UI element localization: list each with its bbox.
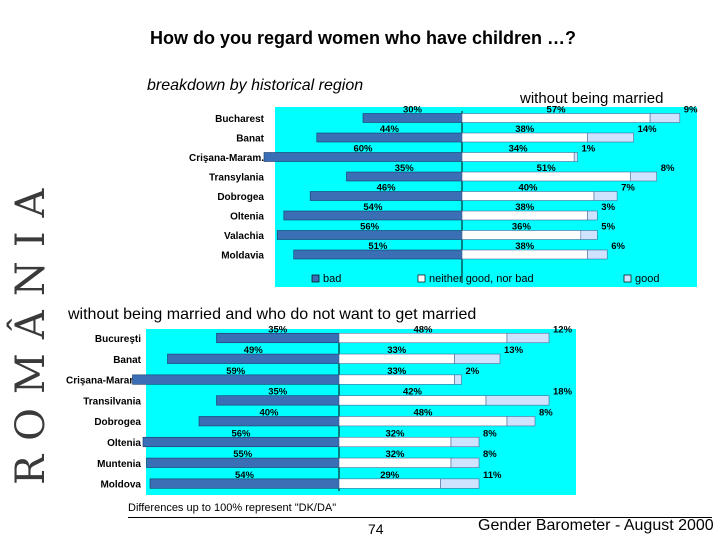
category-label: Muntenia bbox=[97, 459, 141, 470]
bar-good bbox=[649, 113, 681, 123]
value-label-good: 2% bbox=[466, 366, 480, 377]
value-label-bad: 54% bbox=[235, 470, 255, 481]
value-label-good: 8% bbox=[661, 163, 675, 174]
page-title: How do you regard women who have childre… bbox=[150, 28, 577, 48]
value-label-good: 8% bbox=[483, 428, 497, 439]
value-label-bad: 35% bbox=[268, 387, 288, 398]
legend-swatch bbox=[623, 274, 632, 283]
category-label: Banat bbox=[113, 355, 141, 366]
value-label-good: 14% bbox=[638, 124, 658, 135]
bar-good bbox=[485, 395, 550, 406]
value-label-neither: 42% bbox=[403, 387, 423, 398]
value-label-bad: 59% bbox=[226, 366, 246, 377]
value-label-good: 12% bbox=[553, 324, 573, 335]
value-label-good: 9% bbox=[684, 105, 698, 116]
value-label-bad: 54% bbox=[363, 202, 383, 213]
value-label-neither: 33% bbox=[387, 345, 407, 356]
side-logo: ROMÂNIA bbox=[7, 175, 54, 485]
bar-good bbox=[580, 230, 598, 240]
value-label-good: 6% bbox=[611, 241, 625, 252]
value-label-neither: 33% bbox=[387, 366, 407, 377]
value-label-neither: 38% bbox=[515, 124, 535, 135]
category-label: Transylania bbox=[209, 173, 264, 184]
value-label-neither: 51% bbox=[537, 163, 557, 174]
value-label-neither: 36% bbox=[512, 222, 532, 233]
bar-good bbox=[454, 353, 501, 364]
category-label: Moldova bbox=[100, 480, 141, 491]
bar-good bbox=[454, 374, 462, 385]
value-label-neither: 34% bbox=[509, 144, 529, 155]
page-subtitle: breakdown by historical region bbox=[147, 77, 364, 94]
bar-good bbox=[506, 416, 536, 427]
bar-good bbox=[587, 132, 634, 143]
value-label-neither: 32% bbox=[385, 449, 405, 460]
bar-good bbox=[587, 210, 598, 221]
legend-label: good bbox=[635, 273, 659, 285]
bar-good bbox=[629, 171, 657, 182]
category-label: Dobrogea bbox=[217, 192, 264, 203]
side-logo-text: ROMÂNIA bbox=[7, 175, 54, 485]
value-label-bad: 56% bbox=[231, 428, 251, 439]
category-label: Oltenia bbox=[230, 212, 264, 223]
legend-swatch bbox=[417, 274, 426, 283]
value-label-neither: 57% bbox=[547, 105, 567, 116]
value-label-neither: 29% bbox=[380, 470, 400, 481]
bar-good bbox=[450, 436, 480, 448]
bar-good bbox=[593, 191, 618, 201]
value-label-bad: 35% bbox=[395, 163, 415, 174]
chart1-title: without being married bbox=[520, 90, 664, 107]
category-label: Valachia bbox=[224, 231, 264, 242]
value-label-bad: 55% bbox=[233, 449, 253, 460]
bar-good bbox=[440, 478, 480, 489]
value-label-bad: 35% bbox=[268, 324, 288, 335]
page-number: 74 bbox=[368, 521, 384, 537]
category-label: Oltenia bbox=[107, 438, 141, 449]
category-label: Bucharest bbox=[215, 114, 265, 125]
legend-swatch bbox=[311, 274, 320, 283]
source-credit: Gender Barometer - August 2000 bbox=[478, 517, 714, 534]
bar-good bbox=[573, 152, 578, 162]
category-label: Moldavia bbox=[221, 251, 264, 262]
legend-label: neither good, nor bad bbox=[429, 273, 534, 285]
value-label-good: 13% bbox=[504, 345, 524, 356]
value-label-neither: 38% bbox=[515, 202, 535, 213]
chart2-title: without being married and who do not wan… bbox=[68, 306, 477, 323]
category-label: Banat bbox=[236, 134, 264, 145]
category-label: Crişana-Maram. bbox=[66, 376, 141, 387]
value-label-neither: 38% bbox=[515, 241, 535, 252]
bar-good bbox=[506, 332, 550, 344]
value-label-bad: 60% bbox=[353, 144, 373, 155]
value-label-bad: 30% bbox=[403, 105, 423, 116]
value-label-bad: 46% bbox=[377, 183, 397, 194]
bar-good bbox=[587, 249, 608, 260]
legend-label: bad bbox=[323, 273, 341, 285]
category-label: Transilvania bbox=[83, 396, 141, 407]
value-label-neither: 32% bbox=[385, 428, 405, 439]
value-label-good: 11% bbox=[483, 470, 502, 481]
value-label-neither: 48% bbox=[413, 324, 433, 335]
category-label: Crişana-Maram. bbox=[189, 153, 264, 164]
value-label-neither: 48% bbox=[413, 407, 433, 418]
value-label-bad: 49% bbox=[244, 345, 264, 356]
value-label-good: 5% bbox=[601, 222, 615, 233]
value-label-good: 3% bbox=[601, 202, 615, 213]
value-label-good: 8% bbox=[483, 449, 497, 460]
value-label-bad: 51% bbox=[368, 241, 388, 252]
footnote: Differences up to 100% represent "DK/DA" bbox=[128, 502, 337, 514]
value-label-neither: 40% bbox=[518, 183, 538, 194]
value-label-good: 7% bbox=[621, 183, 635, 194]
category-label: Dobrogea bbox=[94, 417, 141, 428]
bar-good bbox=[450, 457, 480, 468]
value-label-good: 1% bbox=[582, 144, 596, 155]
value-label-good: 18% bbox=[553, 387, 573, 398]
value-label-good: 8% bbox=[539, 407, 553, 418]
footer-rule bbox=[128, 517, 712, 518]
value-label-bad: 56% bbox=[360, 222, 380, 233]
value-label-bad: 44% bbox=[380, 124, 400, 135]
category-label: Bucureşti bbox=[95, 334, 141, 345]
value-label-bad: 40% bbox=[259, 407, 279, 418]
